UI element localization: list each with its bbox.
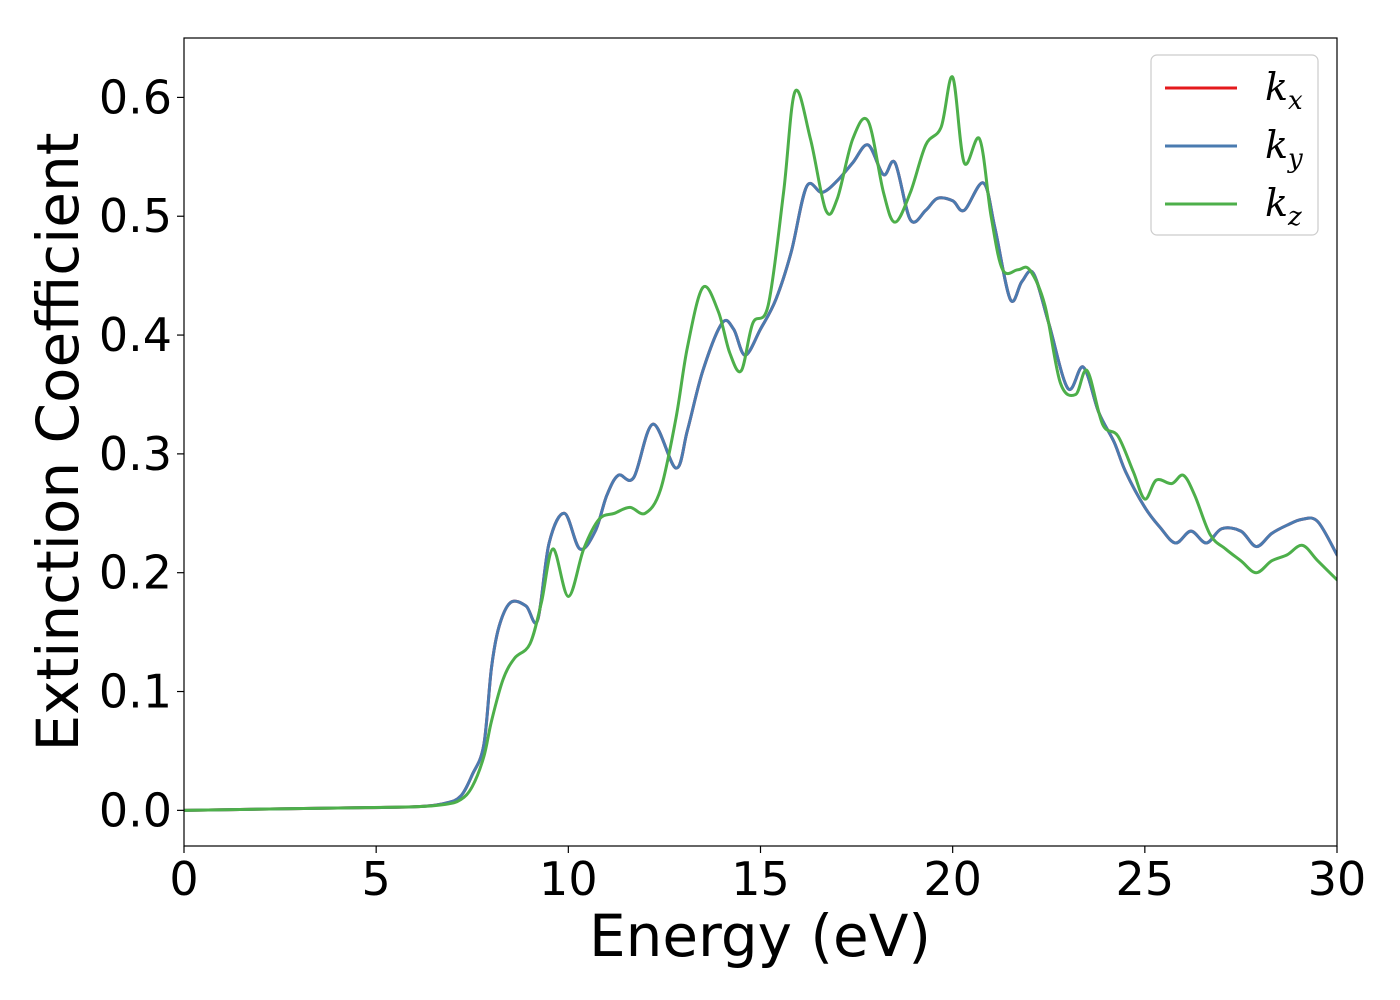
x-axis: 0 5 10 15 20 25 30 bbox=[169, 846, 1366, 906]
y-tick-label: 0.4 bbox=[99, 308, 172, 362]
legend-label-y: ky bbox=[1265, 123, 1303, 174]
series-line-z bbox=[184, 75, 1337, 812]
x-tick-label: 0 bbox=[169, 852, 198, 906]
x-tick-label: 25 bbox=[1116, 852, 1175, 906]
x-tick-label: 5 bbox=[362, 852, 391, 906]
x-tick-label: 30 bbox=[1308, 852, 1367, 906]
x-tick-label: 10 bbox=[539, 852, 598, 906]
y-tick-label: 0.3 bbox=[99, 427, 172, 481]
series-line-x bbox=[184, 143, 1337, 812]
legend-label-z: kz bbox=[1265, 181, 1302, 232]
series-line-y bbox=[184, 143, 1337, 812]
legend-items: kx ky kz bbox=[1165, 65, 1303, 232]
y-tick-label: 0.5 bbox=[99, 189, 172, 243]
y-tick-label: 0.6 bbox=[99, 70, 172, 124]
x-tick-label: 20 bbox=[923, 852, 982, 906]
y-axis: 0.0 0.1 0.2 0.3 0.4 0.5 0.6 bbox=[99, 70, 184, 837]
legend: kx ky kz bbox=[1150, 54, 1319, 236]
y-tick-label: 0.1 bbox=[99, 665, 172, 719]
x-axis-title: Energy (eV) bbox=[589, 902, 931, 970]
legend-label-x: kx bbox=[1265, 65, 1303, 116]
x-tick-label: 15 bbox=[731, 852, 790, 906]
series-layer bbox=[184, 75, 1337, 812]
y-tick-label: 0.0 bbox=[99, 783, 172, 837]
y-tick-label: 0.2 bbox=[99, 546, 172, 600]
y-axis-title: Extinction Coefficient bbox=[24, 133, 92, 752]
